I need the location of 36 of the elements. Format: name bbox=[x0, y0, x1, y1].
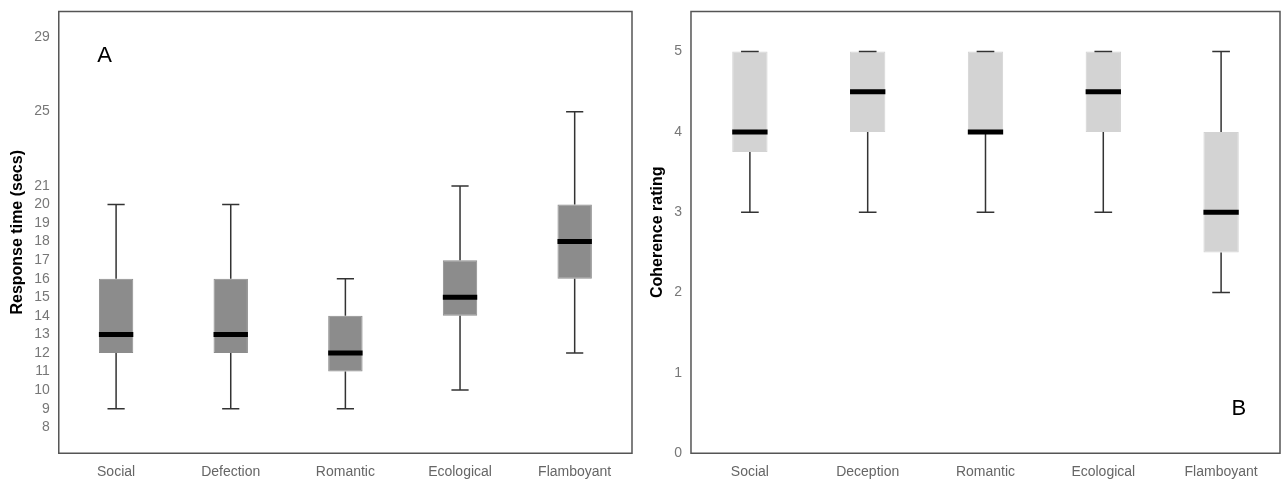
y-tick-label: 18 bbox=[34, 232, 50, 249]
y-tick-label: 4 bbox=[674, 122, 683, 139]
y-tick-label: 1 bbox=[674, 363, 683, 380]
x-tick-label: Flamboyant bbox=[538, 463, 612, 480]
y-tick-label: 5 bbox=[674, 42, 683, 59]
x-tick-label: Ecological bbox=[428, 463, 492, 480]
y-tick-label: 2 bbox=[674, 283, 683, 300]
y-tick-label: 9 bbox=[41, 399, 50, 416]
annotation: A bbox=[97, 41, 113, 67]
x-tick-label: Ecological bbox=[1071, 463, 1136, 480]
y-tick-label: 0 bbox=[674, 444, 683, 461]
y-tick-label: 16 bbox=[34, 269, 50, 286]
x-tick-label: Romantic bbox=[315, 463, 375, 480]
y-tick-label: 10 bbox=[34, 380, 50, 397]
y-tick-label: 12 bbox=[34, 343, 50, 360]
y-tick-label: 17 bbox=[34, 251, 50, 267]
y-tick-label: 19 bbox=[34, 213, 50, 230]
y-tick-label: 29 bbox=[34, 28, 50, 45]
y-tick-label: 20 bbox=[34, 195, 50, 212]
annotation: B bbox=[1231, 395, 1247, 421]
y-tick-label: 15 bbox=[34, 288, 50, 305]
y-tick-label: 3 bbox=[674, 203, 683, 220]
y-axis-title: Coherence rating bbox=[648, 166, 666, 299]
y-tick-label: 21 bbox=[34, 176, 50, 193]
y-tick-label: 8 bbox=[41, 418, 50, 435]
y-tick-label: 25 bbox=[34, 102, 50, 119]
y-tick-label: 11 bbox=[35, 362, 50, 379]
x-tick-label: Social bbox=[97, 463, 136, 480]
y-tick-label: 14 bbox=[34, 306, 50, 323]
x-tick-label: Deception bbox=[836, 463, 900, 480]
x-tick-label: Social bbox=[730, 463, 769, 480]
x-tick-label: Flamboyant bbox=[1184, 463, 1258, 480]
x-tick-label: Romantic bbox=[955, 463, 1016, 480]
y-tick-label: 13 bbox=[34, 325, 50, 342]
y-axis-title: Response time (secs) bbox=[8, 150, 26, 315]
x-tick-label: Defection bbox=[201, 463, 261, 480]
